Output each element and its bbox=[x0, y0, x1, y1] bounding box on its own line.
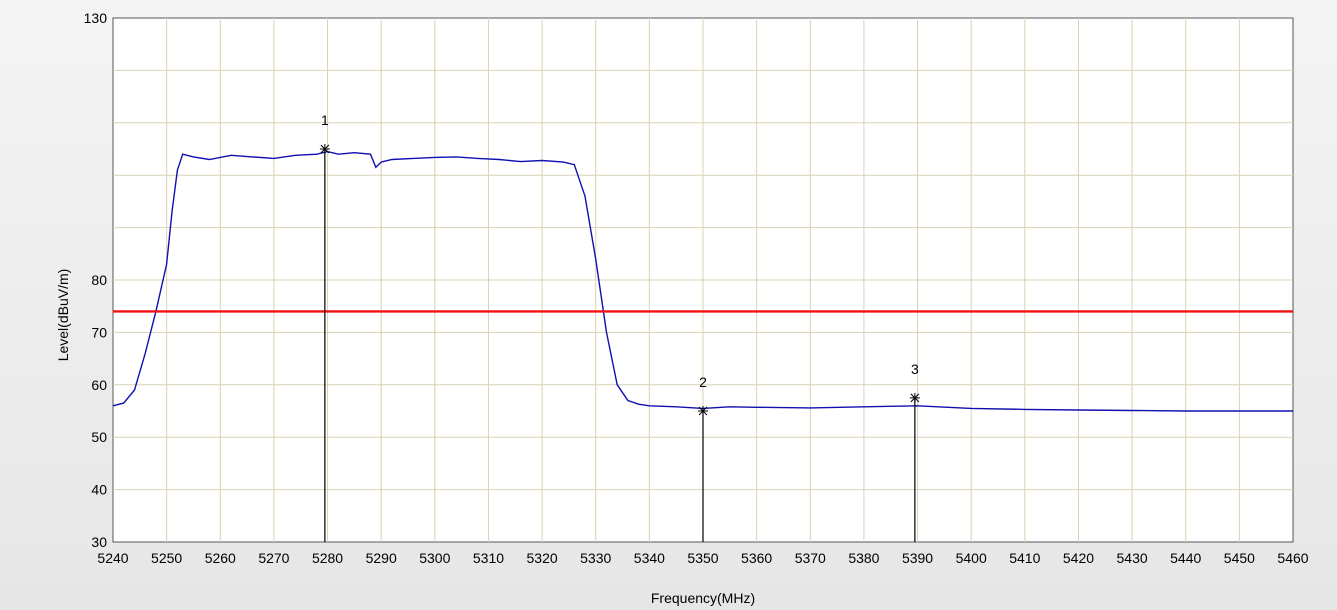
x-tick-label: 5320 bbox=[527, 550, 558, 566]
y-tick-label: 30 bbox=[91, 534, 107, 550]
x-tick-label: 5420 bbox=[1063, 550, 1094, 566]
x-tick-label: 5290 bbox=[366, 550, 397, 566]
y-axis-title: Level(dBuV/m) bbox=[55, 269, 71, 362]
x-tick-label: 5300 bbox=[419, 550, 450, 566]
x-tick-label: 5370 bbox=[795, 550, 826, 566]
y-tick-label: 40 bbox=[91, 482, 107, 498]
marker-label: 2 bbox=[699, 374, 707, 390]
series-layer bbox=[112, 150, 1293, 412]
y-tick-labels: 30 40 50 60 70 80 130 bbox=[84, 10, 108, 550]
marker-star-icon bbox=[698, 406, 708, 416]
gridlines bbox=[113, 18, 1293, 542]
x-axis-title: Frequency(MHz) bbox=[651, 590, 755, 606]
x-tick-labels: 5240 5250 5260 5270 5280 5290 5300 5310 5320 5330… bbox=[97, 550, 1308, 566]
marker-label: 1 bbox=[321, 112, 329, 128]
x-tick-label: 5410 bbox=[1009, 550, 1040, 566]
marker-layer: 1 2 3 bbox=[319, 112, 920, 542]
x-tick-label: 5350 bbox=[687, 550, 718, 566]
x-tick-label: 5260 bbox=[205, 550, 236, 566]
x-tick-label: 5250 bbox=[151, 550, 182, 566]
x-tick-label: 5340 bbox=[634, 550, 665, 566]
x-tick-label: 5330 bbox=[580, 550, 611, 566]
y-tick-label: 60 bbox=[91, 377, 107, 393]
x-tick-label: 5460 bbox=[1277, 550, 1308, 566]
y-tick-label: 80 bbox=[91, 272, 107, 288]
x-tick-label: 5270 bbox=[258, 550, 289, 566]
x-tick-label: 5310 bbox=[473, 550, 504, 566]
x-tick-label: 5280 bbox=[312, 550, 343, 566]
marker-star-icon bbox=[909, 392, 920, 403]
marker-label: 3 bbox=[911, 361, 919, 377]
x-tick-label: 5450 bbox=[1224, 550, 1255, 566]
x-tick-label: 5380 bbox=[848, 550, 879, 566]
x-tick-label: 5430 bbox=[1117, 550, 1148, 566]
x-tick-label: 5390 bbox=[902, 550, 933, 566]
x-tick-label: 5440 bbox=[1170, 550, 1201, 566]
y-tick-label: 50 bbox=[91, 429, 107, 445]
x-tick-label: 5360 bbox=[741, 550, 772, 566]
y-tick-label: 70 bbox=[91, 324, 107, 340]
y-tick-label: 130 bbox=[84, 10, 108, 26]
x-tick-label: 5400 bbox=[956, 550, 987, 566]
marker-star-icon bbox=[319, 144, 330, 154]
x-tick-label: 5240 bbox=[97, 550, 128, 566]
measurement-trace bbox=[112, 150, 1293, 412]
